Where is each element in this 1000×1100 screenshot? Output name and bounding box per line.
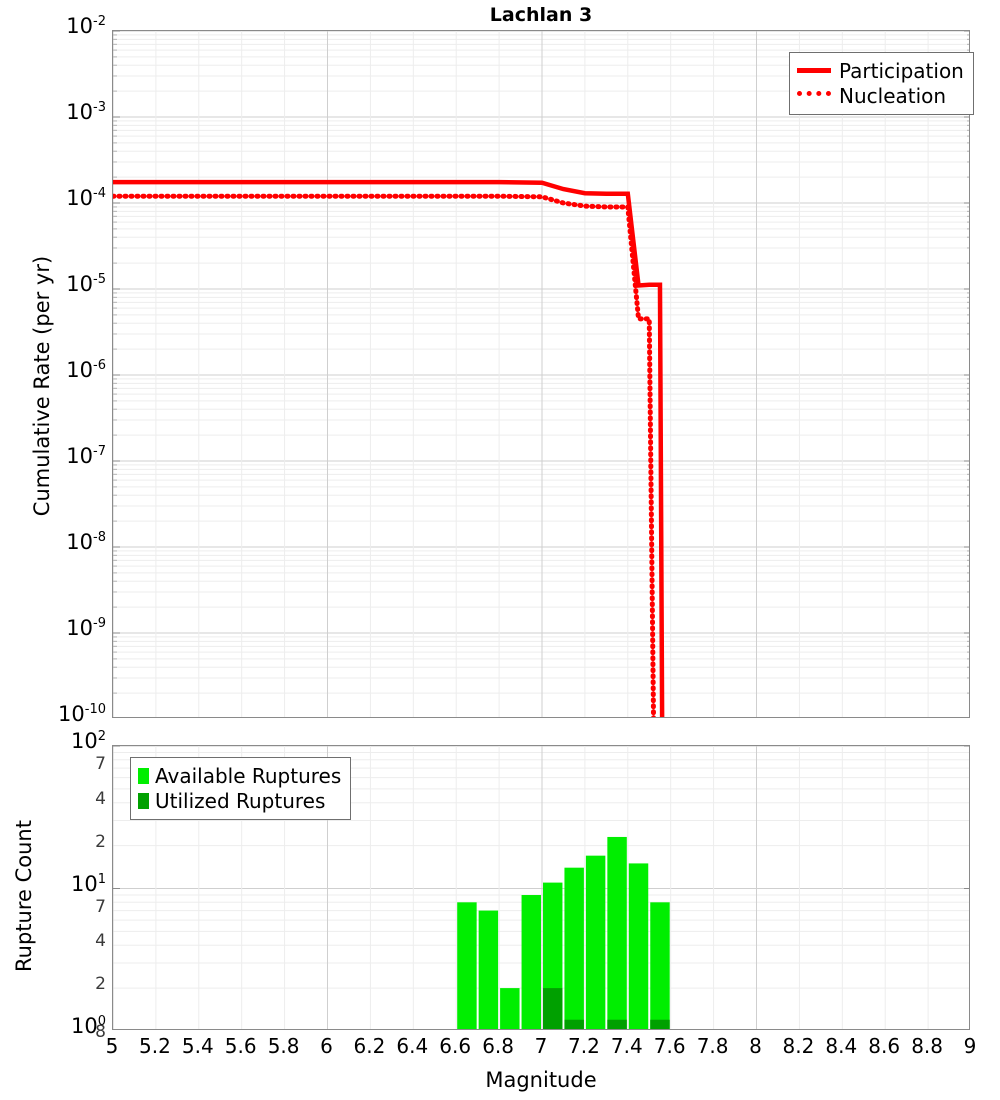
- legend-rate: Participation Nucleation: [789, 52, 974, 115]
- rate-curves: [113, 31, 969, 717]
- legend-label-participation: Participation: [839, 58, 964, 83]
- x-tick-label: 5: [105, 1034, 119, 1058]
- y-minor-tick-label-bottom: 2: [95, 831, 106, 852]
- y-tick-label-top: 10-3: [66, 100, 106, 124]
- x-tick-label: 6: [320, 1034, 333, 1058]
- y-tick-label-bottom: 101: [70, 871, 106, 896]
- nucleation-line-icon: [797, 90, 831, 101]
- x-tick-label: 8.2: [782, 1034, 815, 1058]
- y-tick-label-bottom: 100: [70, 1014, 106, 1038]
- legend-label-available: Available Ruptures: [155, 763, 342, 788]
- x-axis-label: Magnitude: [485, 1068, 597, 1092]
- page-title: Lachlan 3: [489, 4, 593, 26]
- legend-item-participation: Participation: [797, 58, 964, 83]
- y-tick-label-top: 10-6: [66, 358, 106, 382]
- x-tick-label: 7.2: [567, 1034, 600, 1058]
- legend-item-utilized: Utilized Ruptures: [138, 788, 341, 813]
- utilized-swatch-icon: [138, 792, 149, 809]
- x-tick-label: 6.4: [396, 1034, 429, 1058]
- x-tick-label: 8.6: [868, 1034, 901, 1058]
- y-minor-tick-label-bottom: 2: [95, 974, 106, 995]
- x-tick-label: 5.2: [138, 1034, 171, 1058]
- y-tick-label-top: 10-2: [66, 14, 106, 38]
- legend-item-nucleation: Nucleation: [797, 83, 964, 108]
- y-tick-label-bottom: 102: [70, 729, 106, 753]
- cumulative-rate-plot: [112, 30, 970, 718]
- y-minor-tick-label-bottom: 4: [95, 931, 106, 952]
- y-minor-tick-label-bottom: 8: [95, 1022, 106, 1042]
- legend-ruptures: Available Ruptures Utilized Ruptures: [130, 757, 352, 820]
- x-tick-label: 8.8: [911, 1034, 943, 1058]
- participation-line-icon: [797, 68, 831, 73]
- x-tick-label: 5.4: [181, 1034, 214, 1058]
- x-tick-label: 7.8: [696, 1034, 729, 1058]
- x-tick-label: 6.8: [482, 1034, 514, 1058]
- rupture-bars: [113, 746, 969, 1029]
- x-tick-label: 6.6: [439, 1034, 472, 1058]
- x-tick-label: 5.8: [267, 1034, 300, 1058]
- legend-label-utilized: Utilized Ruptures: [155, 788, 326, 813]
- y-minor-tick-label-bottom: 4: [95, 788, 106, 809]
- x-tick-label: 9: [963, 1034, 977, 1058]
- x-tick-label: 8: [749, 1034, 762, 1058]
- x-tick-label: 8.4: [825, 1034, 858, 1058]
- y-tick-label-top: 10-8: [66, 530, 106, 554]
- x-tick-label: 5.6: [224, 1034, 257, 1058]
- y-axis-label-bottom: Rupture Count: [12, 820, 36, 972]
- x-tick-label: 7.6: [653, 1034, 686, 1058]
- y-tick-label-top: 10-9: [66, 616, 106, 640]
- legend-item-available: Available Ruptures: [138, 763, 341, 788]
- x-tick-label: 6.2: [353, 1034, 386, 1058]
- y-minor-tick-label-bottom: 7: [95, 896, 106, 917]
- x-tick-label: 7: [534, 1034, 548, 1058]
- y-axis-label-top: Cumulative Rate (per yr): [30, 255, 54, 517]
- available-swatch-icon: [138, 767, 149, 784]
- y-tick-label-top: 10-4: [66, 186, 106, 210]
- y-tick-label-top: 10-7: [66, 444, 106, 468]
- y-minor-tick-label-bottom: 7: [95, 754, 106, 775]
- y-tick-label-top: 10-5: [66, 272, 106, 296]
- legend-label-nucleation: Nucleation: [839, 83, 947, 108]
- y-tick-label-top: 10-10: [58, 702, 106, 726]
- x-tick-label: 7.4: [610, 1034, 643, 1058]
